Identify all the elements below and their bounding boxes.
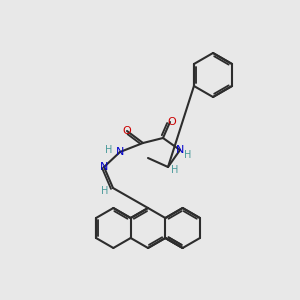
- Text: H: H: [184, 150, 192, 160]
- Text: H: H: [105, 145, 113, 155]
- Text: N: N: [100, 162, 108, 172]
- Text: O: O: [123, 126, 131, 136]
- Text: N: N: [176, 145, 184, 155]
- Text: O: O: [168, 117, 176, 127]
- Text: N: N: [116, 147, 124, 157]
- Text: H: H: [101, 186, 109, 196]
- Text: H: H: [171, 165, 179, 175]
